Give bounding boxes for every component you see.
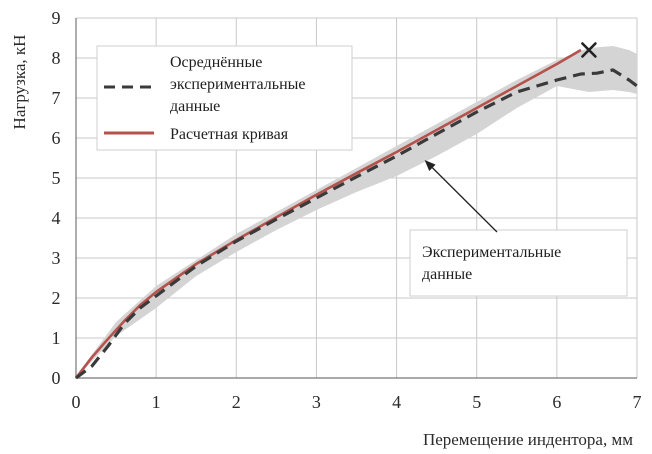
- y-tick-label: 2: [52, 288, 61, 308]
- x-axis-title: Перемещение индентора, мм: [423, 430, 633, 449]
- x-tick-label: 7: [633, 392, 642, 412]
- x-tick-label: 1: [152, 392, 161, 412]
- y-tick-label: 4: [52, 208, 61, 228]
- x-tick-label: 0: [72, 392, 81, 412]
- annotation-arrow: [431, 167, 498, 233]
- legend-label-avg-1: Осреднённые: [170, 54, 262, 71]
- failure-cross-icon: [581, 42, 597, 58]
- y-tick-label: 9: [52, 8, 61, 28]
- y-tick-label: 0: [52, 368, 61, 388]
- x-tick-label: 5: [472, 392, 481, 412]
- x-tick-label: 2: [232, 392, 241, 412]
- x-tick-label: 6: [552, 392, 561, 412]
- tick-labels: 0 1 2 3 4 5 6 7 0 1 2 3 4 5 6 7 8 9: [52, 8, 642, 412]
- legend: Осреднённые экспериментальные данные Рас…: [96, 45, 353, 151]
- legend-label-calc: Расчетная кривая: [170, 126, 289, 143]
- y-tick-label: 5: [52, 168, 61, 188]
- series-average-dashed: [75, 68, 638, 380]
- y-tick-label: 8: [52, 48, 61, 68]
- series-calculated: [74, 48, 582, 379]
- failure-marker: [581, 42, 597, 58]
- annotation-box: [409, 229, 628, 297]
- y-tick-label: 7: [52, 88, 61, 108]
- annotation-line-1: Экспериментальные: [422, 244, 561, 261]
- legend-label-avg-3: данные: [170, 98, 220, 115]
- x-tick-label: 4: [392, 392, 401, 412]
- legend-box: [96, 45, 353, 151]
- y-axis-title: Нагрузка, кН: [10, 35, 29, 130]
- x-tick-label: 3: [312, 392, 321, 412]
- annotation-arrowhead: [424, 160, 436, 171]
- legend-label-avg-2: экспериментальные: [170, 76, 305, 93]
- series-group: [74, 48, 638, 380]
- y-tick-label: 3: [52, 248, 61, 268]
- annotation: Экспериментальные данные: [409, 160, 628, 297]
- y-tick-label: 1: [52, 328, 61, 348]
- y-tick-label: 6: [52, 128, 61, 148]
- experimental-band: [76, 46, 637, 378]
- annotation-line-2: данные: [422, 266, 472, 283]
